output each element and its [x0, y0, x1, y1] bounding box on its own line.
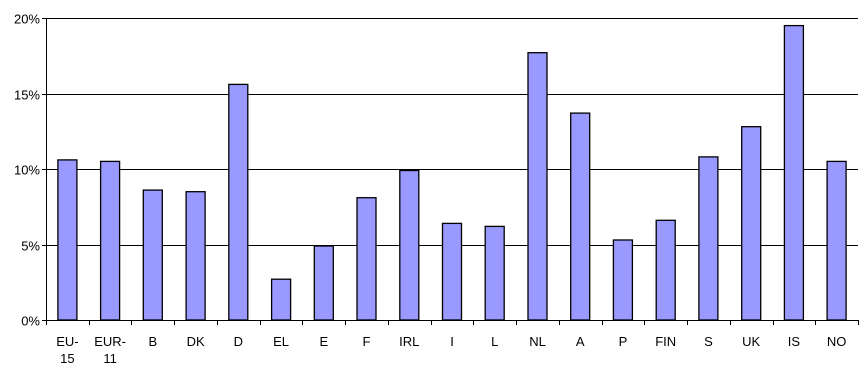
- bar: [826, 160, 847, 321]
- bar: [142, 189, 163, 321]
- bar: [527, 52, 548, 321]
- x-tick-label: IS: [788, 334, 801, 349]
- y-tick-label: 20%: [14, 12, 40, 27]
- bar: [57, 159, 78, 321]
- x-tick-label: F: [363, 334, 371, 349]
- x-tick-label: NO: [827, 334, 847, 349]
- x-tick-label: E: [319, 334, 328, 349]
- bar: [783, 24, 805, 321]
- bar: [313, 245, 334, 321]
- x-tick-label: A: [576, 334, 585, 349]
- bar: [185, 191, 206, 321]
- x-tick-labels: EU-15 EUR-11 B DK D EL E F IRL I L NL A P FIN S UK IS NO: [56, 334, 846, 366]
- y-tick-label: 5%: [21, 239, 40, 254]
- bar: [741, 126, 762, 321]
- x-tick-label: B: [148, 334, 157, 349]
- bar: [228, 83, 249, 321]
- x-tick-label: NL: [529, 334, 546, 349]
- x-tick-label: P: [619, 334, 628, 349]
- gridlines: [46, 18, 858, 246]
- x-tick-label: S: [704, 334, 713, 349]
- y-tick-label: 0%: [21, 314, 40, 329]
- bar: [99, 160, 121, 321]
- x-tick-label: UK: [742, 334, 760, 349]
- bar: [570, 112, 591, 321]
- axes: [42, 18, 859, 325]
- x-tick-label: FIN: [655, 334, 676, 349]
- bar: [270, 278, 292, 321]
- y-tick-labels: 0% 5% 10% 15% 20%: [14, 12, 40, 329]
- bar: [655, 219, 676, 321]
- x-tick-label: IRL: [399, 334, 419, 349]
- x-tick-label: L: [491, 334, 498, 349]
- bar: [612, 239, 634, 321]
- x-tick-label: D: [234, 334, 243, 349]
- bar: [698, 156, 719, 321]
- bar: [441, 222, 463, 321]
- bar: [356, 197, 377, 321]
- x-tick-label: EUR-11: [94, 334, 126, 366]
- x-tick-label: I: [450, 334, 454, 349]
- x-tick-label: EL: [273, 334, 289, 349]
- x-tick-label: EU-15: [56, 334, 78, 366]
- y-tick-label: 10%: [14, 163, 40, 178]
- y-tick-label: 15%: [14, 88, 40, 103]
- bars: [57, 24, 847, 321]
- x-tick-label: DK: [187, 334, 205, 349]
- bar: [484, 225, 505, 321]
- bar: [399, 169, 420, 321]
